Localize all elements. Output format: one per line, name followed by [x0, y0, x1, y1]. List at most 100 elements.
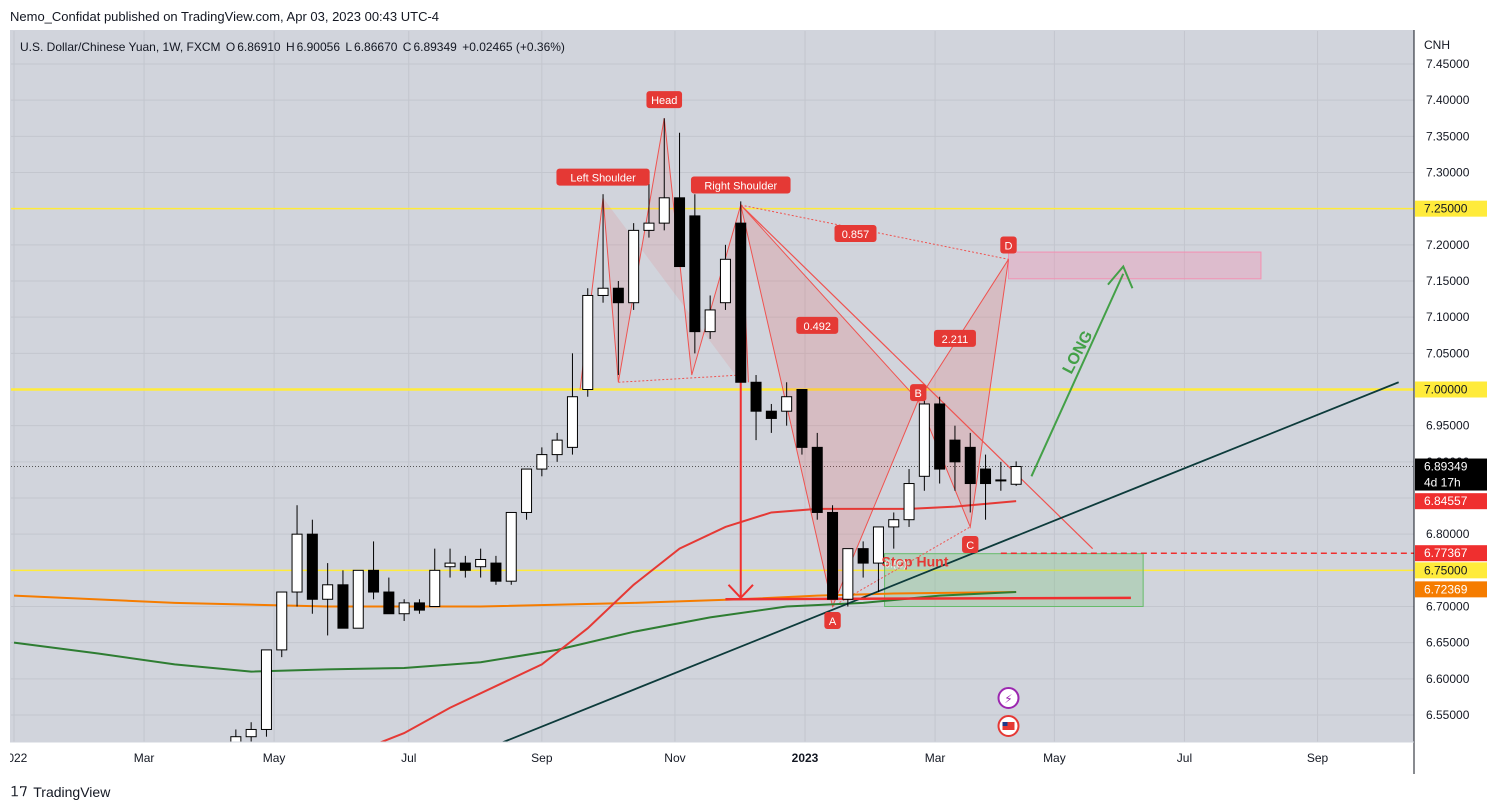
- candle-body: [582, 294, 594, 391]
- candle-body: [719, 258, 731, 304]
- pattern-label-bg: [796, 316, 839, 334]
- candle: [842, 548, 854, 607]
- candle-body: [383, 591, 395, 615]
- pattern-label-text: Head: [651, 95, 677, 107]
- moving-average-line: [13, 591, 1017, 608]
- measured-move-arrowhead: [727, 584, 754, 600]
- price-axis-tag: 7.25000: [1415, 200, 1487, 217]
- x-tick-label: Jul: [1177, 751, 1192, 765]
- pattern-label-text: C: [966, 540, 974, 552]
- candle-body: [475, 558, 487, 568]
- price-axis-tag-text: 6.72369: [1424, 582, 1468, 596]
- y-tick-label: 6.80000: [1426, 527, 1470, 541]
- candle: [475, 548, 487, 578]
- target-zone: [1008, 251, 1262, 280]
- pattern-label-text: 0.492: [803, 321, 831, 333]
- pattern-label-text: 0.857: [842, 229, 870, 241]
- candle: [322, 563, 334, 636]
- pattern-label: 0.857: [834, 224, 877, 242]
- y-tick-label: 7.45000: [1426, 57, 1470, 71]
- descending-trendline: [740, 204, 1094, 550]
- candle: [413, 599, 425, 614]
- lightning-event-icon: ⚡: [997, 687, 1020, 709]
- time-axis-background: [10, 742, 1414, 774]
- candle-body: [322, 584, 334, 600]
- candle: [827, 505, 839, 600]
- pattern-label-text: Right Shoulder: [704, 181, 777, 193]
- candle: [658, 118, 670, 231]
- price-axis-tag: 6.72369: [1415, 581, 1487, 598]
- candle: [444, 548, 456, 578]
- candle: [612, 281, 624, 376]
- price-axis-tag-bg: [1415, 200, 1487, 217]
- x-tick-label: Sep: [1307, 751, 1329, 765]
- candle-body: [980, 468, 992, 485]
- candle: [719, 244, 731, 310]
- lightning-event-circle: [997, 687, 1020, 709]
- pattern-label-text: A: [829, 616, 837, 628]
- candle-body: [842, 548, 854, 600]
- candle-body: [276, 591, 288, 651]
- us-flag-canton: [1002, 722, 1008, 726]
- candle-body: [337, 584, 349, 629]
- candle-body: [796, 389, 808, 448]
- price-axis-tag-text: 7.25000: [1424, 202, 1468, 216]
- candle: [934, 396, 946, 484]
- candle-body: [628, 229, 640, 304]
- long-arrowhead: [1107, 264, 1134, 289]
- candle-body: [352, 569, 364, 629]
- candle: [949, 425, 961, 491]
- candle: [903, 469, 915, 527]
- pattern-label: C: [962, 536, 979, 554]
- price-axis-tag-bg: [1415, 458, 1487, 491]
- candle-body: [872, 526, 884, 564]
- candle: [276, 591, 288, 658]
- stop-hunt-label: Stop Hunt: [882, 554, 949, 570]
- pattern-label: A: [824, 611, 841, 629]
- candle-body: [245, 728, 257, 738]
- price-axis-tag-text: 6.89349: [1424, 460, 1468, 474]
- pattern-label-bg: [910, 384, 927, 402]
- moving-average-line: [378, 500, 1017, 742]
- candle-body: [949, 439, 961, 463]
- candle-body: [521, 468, 533, 513]
- candle-body: [658, 197, 670, 224]
- price-axis-tag: 6.84557: [1415, 493, 1487, 510]
- price-axis-tag: 6.75000: [1415, 562, 1487, 579]
- candle: [704, 295, 716, 339]
- tradingview-brand[interactable]: TradingView: [33, 783, 111, 800]
- candle: [368, 541, 380, 600]
- footer: 𝟷𝟽 TradingView: [10, 783, 110, 800]
- candle: [964, 432, 976, 513]
- candle-body: [566, 396, 578, 448]
- pattern-label-bg: [556, 168, 650, 186]
- symbol-name[interactable]: U.S. Dollar/Chinese Yuan, 1W, FXCM: [20, 40, 221, 54]
- y-tick-label: 6.65000: [1426, 636, 1470, 650]
- price-axis-tag: 6.77367: [1415, 545, 1487, 562]
- candle: [781, 382, 793, 426]
- candle-body: [551, 439, 563, 456]
- high-value: 6.90056: [296, 40, 341, 54]
- price-axis-tag-text: 6.84557: [1424, 494, 1468, 508]
- candle: [490, 555, 502, 585]
- y-tick-label: 6.95000: [1426, 419, 1470, 433]
- candle-body: [413, 602, 425, 611]
- tradingview-logo-icon[interactable]: 𝟷𝟽: [10, 783, 28, 800]
- candle-body: [781, 396, 793, 412]
- pattern-label-text: D: [1005, 241, 1013, 253]
- candle: [765, 403, 777, 433]
- lightning-glyph: ⚡: [1004, 692, 1012, 706]
- candle-body: [306, 533, 318, 600]
- candle: [521, 468, 533, 520]
- candle: [674, 132, 686, 268]
- candle: [735, 201, 747, 383]
- candle-body: [903, 483, 915, 521]
- published-by-text: Nemo_Confidat published on TradingView.c…: [10, 9, 440, 24]
- price-axis-tag-bg: [1415, 581, 1487, 598]
- currency-label: CNH: [1424, 38, 1450, 52]
- x-tick-label: May: [263, 751, 286, 765]
- candle: [980, 454, 992, 520]
- price-axis-background: [1414, 30, 1488, 774]
- price-axis-tag: 6.89349 4d 17h: [1415, 458, 1487, 491]
